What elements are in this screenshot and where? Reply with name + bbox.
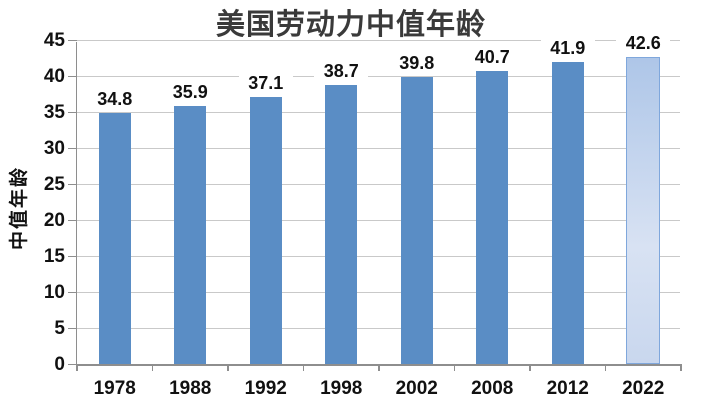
x-axis-tick xyxy=(76,364,78,371)
plot-area: 0 5 10 15 20 25 30 35 40 45 34.8 1978 35.9 1988 37.1 19… xyxy=(44,30,682,399)
value-label-2022: 42.6 xyxy=(616,33,671,54)
y-axis-tick xyxy=(68,111,77,113)
value-label-1978: 34.8 xyxy=(87,89,142,110)
y-axis-tick xyxy=(68,291,77,293)
x-axis-tick xyxy=(302,364,305,371)
y-axis-tick-label: 15 xyxy=(43,245,65,267)
y-axis-tick-label: 5 xyxy=(54,317,65,339)
y-axis-tick-label: 40 xyxy=(43,65,65,87)
bar-1978 xyxy=(98,113,131,364)
y-axis-tick-label: 10 xyxy=(43,281,65,303)
y-axis-tick-label: 0 xyxy=(54,353,65,375)
y-axis-tick xyxy=(68,183,77,185)
value-label-2012: 41.9 xyxy=(540,38,595,59)
gridline-5 xyxy=(77,327,680,329)
value-label-2008: 40.7 xyxy=(465,46,520,67)
x-axis-tick xyxy=(151,364,154,371)
y-axis-tick xyxy=(68,219,77,221)
x-axis-tick xyxy=(529,364,531,371)
x-axis-tick xyxy=(227,364,229,371)
gridline-30 xyxy=(77,147,680,149)
y-axis-title: 中值年龄 xyxy=(9,166,30,251)
y-axis-tick-label: 35 xyxy=(43,101,65,123)
chart-title: 美国劳动力中值年龄 xyxy=(215,9,486,41)
bar-1988 xyxy=(174,105,207,364)
x-axis-label-2012: 2012 xyxy=(546,378,589,399)
value-label-1988: 35.9 xyxy=(163,81,218,102)
x-axis-label-1988: 1988 xyxy=(169,378,212,399)
x-axis-label-1978: 1978 xyxy=(93,378,136,399)
x-axis-label-1992: 1992 xyxy=(244,378,287,399)
gridline-25 xyxy=(77,183,680,185)
gridline-10 xyxy=(77,291,680,293)
x-axis-tick xyxy=(453,364,456,371)
y-axis-tick xyxy=(68,327,77,329)
value-label-1998: 38.7 xyxy=(314,61,369,82)
gridline-40 xyxy=(77,75,680,77)
y-axis-tick-label: 45 xyxy=(43,29,65,51)
value-label-2002: 39.8 xyxy=(389,53,444,74)
value-label-1992: 37.1 xyxy=(238,72,293,93)
bar-2002 xyxy=(400,77,433,364)
gridline-35 xyxy=(77,111,680,113)
y-axis-tick xyxy=(68,39,77,41)
y-axis-tick xyxy=(68,75,77,77)
y-axis-tick xyxy=(68,363,77,365)
x-axis-label-2008: 2008 xyxy=(471,378,514,399)
bar-2008 xyxy=(476,70,509,364)
bar-1998 xyxy=(325,85,358,364)
x-axis-label-2022: 2022 xyxy=(622,378,665,399)
gridline-20 xyxy=(77,219,680,221)
bar-1992 xyxy=(249,96,282,364)
bar-2022 xyxy=(626,57,661,364)
y-axis-tick xyxy=(68,255,77,257)
x-axis-tick xyxy=(680,364,682,371)
y-axis-tick-label: 20 xyxy=(43,209,65,231)
y-axis-tick xyxy=(68,147,77,149)
gridline-45 xyxy=(77,39,680,41)
y-axis-tick-label: 25 xyxy=(43,173,65,195)
bar-2012 xyxy=(551,62,584,364)
gridline-15 xyxy=(77,255,680,257)
y-axis-tick-label: 30 xyxy=(43,137,65,159)
x-axis-tick xyxy=(604,364,607,371)
x-axis-label-2002: 2002 xyxy=(395,378,438,399)
x-axis-label-1998: 1998 xyxy=(320,378,363,399)
x-axis-tick xyxy=(378,364,380,371)
